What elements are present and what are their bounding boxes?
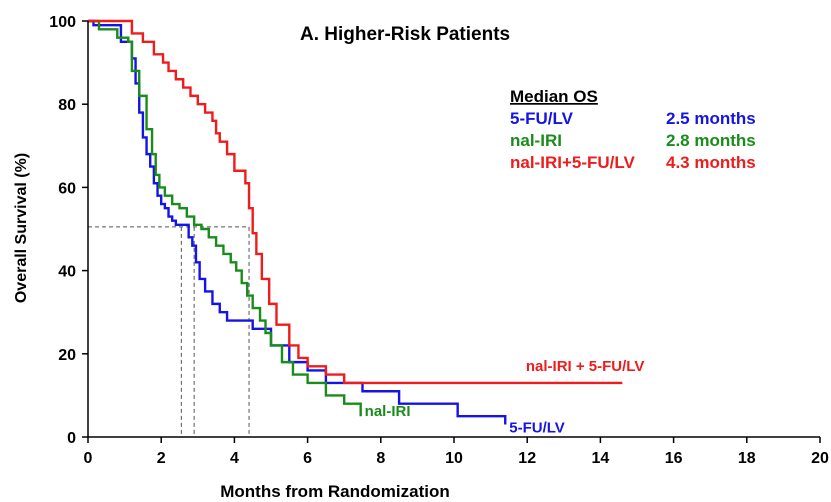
median-os-table: Median OS 5-FU/LV 2.5 months nal-IRI 2.8 mo…: [510, 87, 756, 172]
tick-labels: 0 2 4 6 8 10 12 14 16 18 20 0 20 40 60 80 100: [49, 14, 829, 467]
x-tick-label: 18: [738, 450, 756, 467]
y-tick-label: 100: [49, 14, 76, 31]
y-axis-label: Overall Survival (%): [13, 153, 30, 303]
median-table-value: 2.8 months: [666, 131, 756, 150]
median-table-name: nal-IRI: [510, 131, 562, 150]
series-end-label: 5-FU/LV: [509, 420, 565, 437]
x-tick-label: 10: [445, 450, 463, 467]
x-tick-label: 12: [518, 450, 536, 467]
median-table-name: 5-FU/LV: [510, 109, 574, 128]
series-line-nal-iri-5-fu-lv: [88, 19, 623, 385]
median-reference-lines: [88, 226, 250, 437]
series-line-nal-iri: [88, 19, 362, 417]
x-tick-label: 16: [665, 450, 683, 467]
axes: [82, 20, 821, 443]
y-tick-label: 40: [58, 264, 76, 281]
y-tick-label: 0: [67, 430, 76, 447]
series-line-5-fu-lv: [88, 19, 507, 425]
y-tick-label: 20: [58, 347, 76, 364]
y-tick-label: 60: [58, 180, 76, 197]
x-tick-label: 6: [303, 450, 312, 467]
series-end-label: nal-IRI + 5-FU/LV: [526, 358, 644, 375]
x-tick-label: 20: [811, 450, 829, 467]
x-axis-label: Months from Randomization: [220, 482, 449, 501]
x-tick-label: 14: [592, 450, 610, 467]
survival-curves: [88, 19, 623, 425]
median-table-header: Median OS: [510, 87, 598, 106]
median-table-value: 4.3 months: [666, 153, 756, 172]
y-tick-label: 80: [58, 97, 76, 114]
series-end-label: nal-IRI: [365, 403, 411, 420]
chart-title: A. Higher-Risk Patients: [300, 24, 510, 45]
series-end-labels: 5-FU/LV nal-IRI nal-IRI + 5-FU/LV: [365, 358, 645, 437]
median-table-name: nal-IRI+5-FU/LV: [510, 153, 635, 172]
x-tick-label: 8: [376, 450, 385, 467]
x-tick-label: 4: [230, 450, 239, 467]
median-table-value: 2.5 months: [666, 109, 756, 128]
x-tick-label: 2: [157, 450, 166, 467]
x-tick-label: 0: [84, 450, 93, 467]
